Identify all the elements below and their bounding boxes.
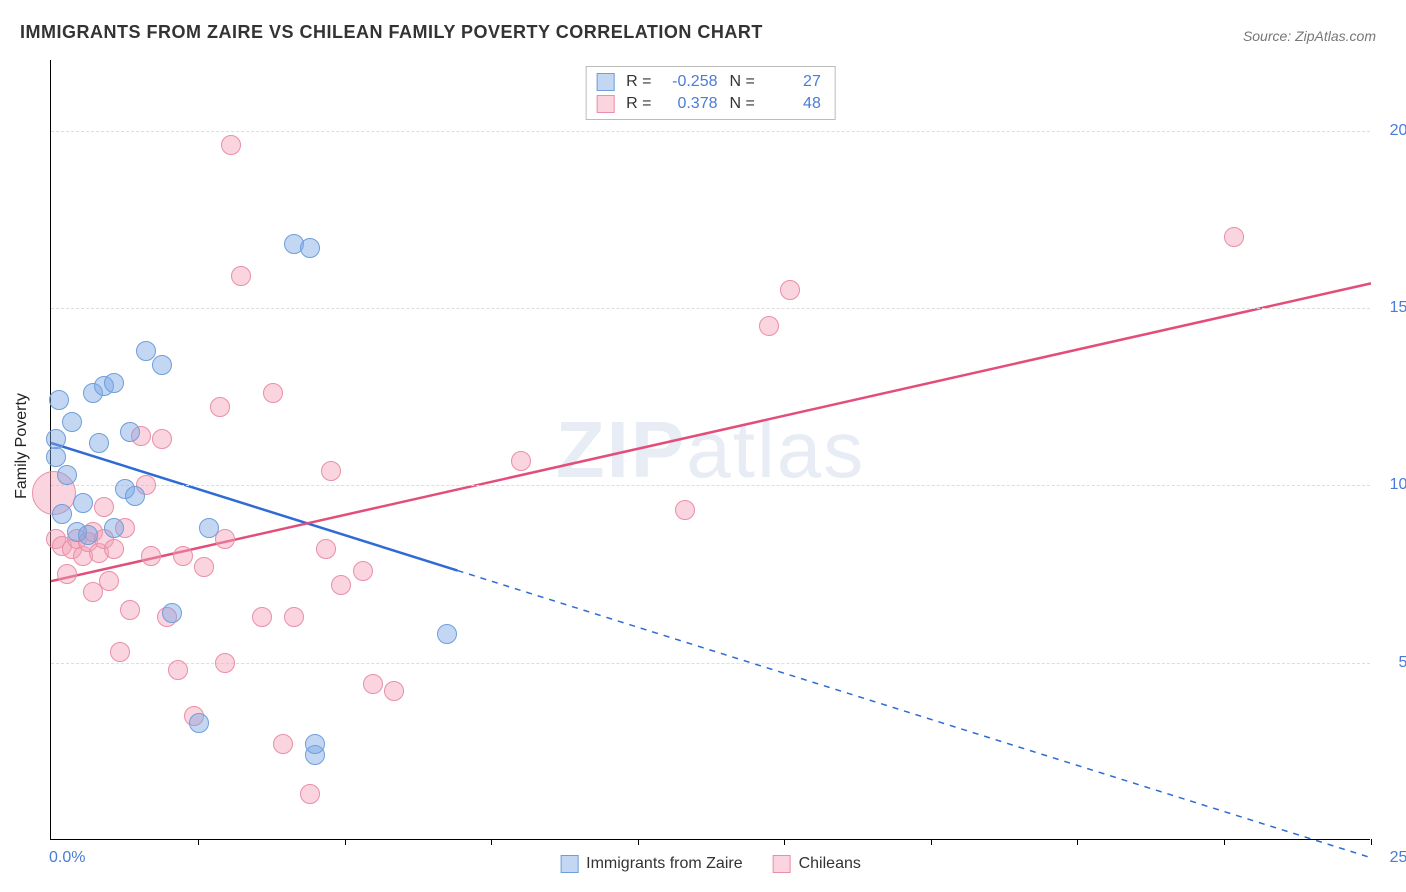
data-point-chileans: [104, 539, 124, 559]
y-tick-label: 10.0%: [1390, 476, 1406, 494]
x-tick: [784, 839, 785, 845]
data-point-chileans: [331, 575, 351, 595]
data-point-chileans: [284, 607, 304, 627]
gridline: [51, 485, 1370, 486]
legend-label-zaire: Immigrants from Zaire: [586, 855, 742, 873]
gridline: [51, 131, 1370, 132]
data-point-chileans: [759, 316, 779, 336]
data-point-chileans: [173, 546, 193, 566]
chart-title: IMMIGRANTS FROM ZAIRE VS CHILEAN FAMILY …: [20, 22, 763, 43]
y-tick-label: 5.0%: [1399, 654, 1406, 672]
data-point-chileans: [263, 383, 283, 403]
y-axis-title: Family Poverty: [13, 393, 31, 499]
data-point-chileans: [94, 497, 114, 517]
data-point-chileans: [221, 135, 241, 155]
data-point-chileans: [120, 600, 140, 620]
data-point-zaire: [89, 433, 109, 453]
data-point-chileans: [168, 660, 188, 680]
legend-label-chileans: Chileans: [799, 855, 861, 873]
data-point-zaire: [104, 373, 124, 393]
data-point-zaire: [49, 390, 69, 410]
data-point-zaire: [62, 412, 82, 432]
data-point-zaire: [46, 429, 66, 449]
data-point-zaire: [104, 518, 124, 538]
y-tick-label: 20.0%: [1390, 122, 1406, 140]
data-point-chileans: [141, 546, 161, 566]
legend-item-chileans: Chileans: [773, 855, 861, 873]
data-point-chileans: [316, 539, 336, 559]
x-tick: [931, 839, 932, 845]
data-point-chileans: [273, 734, 293, 754]
data-point-zaire: [300, 238, 320, 258]
data-point-chileans: [300, 784, 320, 804]
x-tick: [638, 839, 639, 845]
x-tick: [1224, 839, 1225, 845]
data-point-chileans: [675, 500, 695, 520]
data-point-chileans: [363, 674, 383, 694]
data-point-chileans: [384, 681, 404, 701]
x-origin-label: 0.0%: [49, 849, 85, 867]
data-point-chileans: [353, 561, 373, 581]
trend-line-extend-zaire: [458, 571, 1371, 858]
data-point-chileans: [511, 451, 531, 471]
legend-item-zaire: Immigrants from Zaire: [560, 855, 742, 873]
chart-container: IMMIGRANTS FROM ZAIRE VS CHILEAN FAMILY …: [0, 0, 1406, 892]
data-point-chileans: [194, 557, 214, 577]
data-point-chileans: [780, 280, 800, 300]
data-point-chileans: [57, 564, 77, 584]
x-tick: [198, 839, 199, 845]
data-point-zaire: [199, 518, 219, 538]
legend-swatch-zaire: [560, 855, 578, 873]
data-point-zaire: [78, 525, 98, 545]
x-tick: [345, 839, 346, 845]
legend-series: Immigrants from Zaire Chileans: [560, 855, 861, 873]
legend-swatch-chileans: [773, 855, 791, 873]
data-point-zaire: [52, 504, 72, 524]
data-point-chileans: [210, 397, 230, 417]
data-point-chileans: [152, 429, 172, 449]
trend-line-chileans: [51, 283, 1371, 581]
data-point-zaire: [305, 734, 325, 754]
data-point-chileans: [321, 461, 341, 481]
trend-lines: [51, 60, 1370, 839]
data-point-zaire: [162, 603, 182, 623]
data-point-zaire: [189, 713, 209, 733]
data-point-chileans: [252, 607, 272, 627]
x-tick: [1077, 839, 1078, 845]
data-point-chileans: [231, 266, 251, 286]
gridline: [51, 308, 1370, 309]
data-point-zaire: [73, 493, 93, 513]
data-point-zaire: [152, 355, 172, 375]
x-end-label: 25.0%: [1390, 849, 1406, 867]
data-point-zaire: [120, 422, 140, 442]
plot-area: ZIPatlas R = -0.258 N = 27 R = 0.378 N =…: [50, 60, 1370, 840]
data-point-chileans: [99, 571, 119, 591]
data-point-zaire: [46, 447, 66, 467]
x-tick: [1371, 839, 1372, 845]
y-tick-label: 15.0%: [1390, 299, 1406, 317]
data-point-chileans: [110, 642, 130, 662]
source-credit: Source: ZipAtlas.com: [1243, 28, 1376, 44]
data-point-chileans: [215, 653, 235, 673]
data-point-zaire: [125, 486, 145, 506]
x-tick: [491, 839, 492, 845]
data-point-chileans: [1224, 227, 1244, 247]
data-point-zaire: [57, 465, 77, 485]
gridline: [51, 663, 1370, 664]
data-point-zaire: [437, 624, 457, 644]
